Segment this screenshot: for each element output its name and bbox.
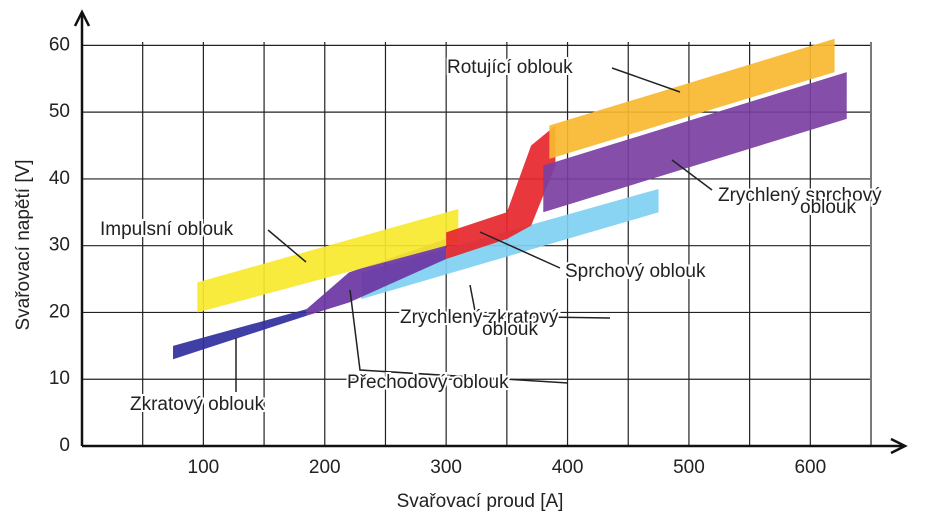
x-tick-label: 500 — [673, 457, 705, 478]
y-tick-label: 0 — [59, 435, 70, 456]
y-tick-label: 40 — [49, 168, 70, 189]
band-label: Přechodový oblouk — [347, 372, 509, 393]
y-tick-label: 60 — [49, 34, 70, 55]
x-tick-label: 200 — [309, 457, 341, 478]
band — [549, 38, 835, 159]
y-axis-label: Svařovací napětí [V] — [13, 159, 34, 330]
leader-line — [469, 284, 611, 319]
y-tick-label: 20 — [49, 301, 70, 322]
band — [306, 239, 447, 316]
band-label: Zrychlený zkratový — [400, 307, 559, 328]
band-label: Sprchový oblouk — [565, 261, 706, 282]
band — [446, 125, 556, 260]
leader-line — [479, 231, 561, 269]
y-tick-label: 30 — [49, 235, 70, 256]
band — [543, 72, 847, 213]
band — [361, 188, 659, 300]
y-axis-arrow — [73, 9, 91, 27]
leader-line — [349, 289, 569, 384]
band — [173, 309, 307, 360]
band-label: oblouk — [482, 319, 538, 340]
band — [197, 208, 459, 313]
leader-line — [671, 159, 713, 191]
x-axis-arrow — [890, 437, 908, 455]
y-tick-label: 10 — [49, 368, 70, 389]
band-label: Zrychlený sprchový — [718, 185, 882, 206]
x-tick-label: 300 — [430, 457, 462, 478]
band-label: Rotující oblouk — [447, 57, 573, 78]
leader-line — [611, 67, 681, 93]
band-label: Impulsní oblouk — [100, 219, 234, 240]
x-axis-label: Svařovací proud [A] — [397, 491, 564, 512]
leader-line — [267, 229, 307, 263]
band-label: oblouk — [800, 197, 856, 218]
y-tick-label: 50 — [49, 101, 70, 122]
x-tick-label: 400 — [552, 457, 584, 478]
band-label: Zkratový oblouk — [130, 394, 265, 415]
x-tick-label: 600 — [794, 457, 826, 478]
x-tick-label: 100 — [188, 457, 220, 478]
